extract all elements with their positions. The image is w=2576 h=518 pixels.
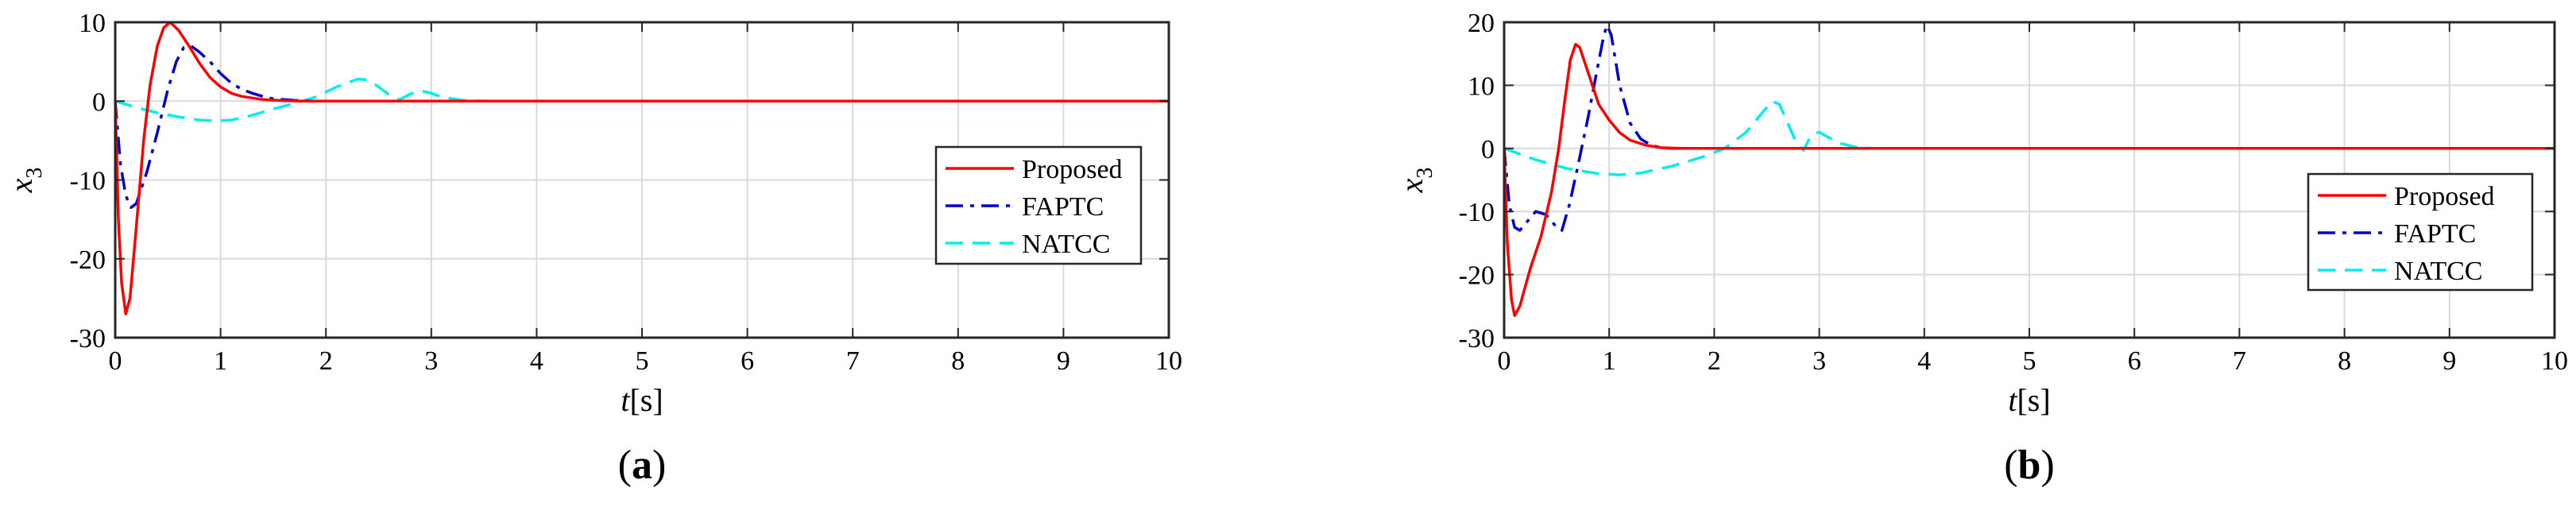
legend-item-proposed: Proposed [946, 155, 1123, 184]
x-tick-label: 5 [2023, 346, 2036, 376]
x-tick-label: 0 [1498, 346, 1511, 376]
y-tick-label: -10 [70, 167, 106, 196]
y-tick-label: -20 [70, 245, 106, 275]
legend-item-natcc: NATCC [2318, 257, 2482, 286]
x-tick-label: 10 [2541, 346, 2568, 376]
series-line-proposed [115, 22, 1169, 315]
y-tick-label: -20 [1459, 261, 1495, 291]
x-tick-label: 4 [530, 346, 543, 376]
x-tick-label: 3 [424, 346, 438, 376]
legend: Proposed FAPTC NATCC [2307, 172, 2534, 292]
x-tick-label: 7 [2233, 346, 2246, 376]
chart-panel-a: 0 1 2 3 4 5 6 7 8 9 10 -30 -20 -10 0 10 t[s] x3 Proposed FA… [3, 9, 1182, 488]
series-group [115, 22, 1169, 315]
x-tick-label: 6 [2128, 346, 2141, 376]
legend-item-faptc: FAPTC [946, 192, 1104, 222]
legend-item-natcc: NATCC [946, 230, 1110, 259]
x-tick-label: 3 [1812, 346, 1826, 376]
x-tick-label: 7 [846, 346, 860, 376]
x-tick-label: 4 [1917, 346, 1931, 376]
legend-label: NATCC [1022, 230, 1110, 259]
x-tick-label: 10 [1155, 346, 1182, 376]
x-tick-label: 5 [636, 346, 649, 376]
series-line-faptc [115, 44, 1169, 209]
x-axis-label: t[s] [621, 382, 663, 418]
x-tick-label: 2 [319, 346, 333, 376]
y-axis-label: x3 [1394, 168, 1437, 194]
panel-caption: (a) [618, 443, 667, 488]
y-tick-label: -10 [1459, 198, 1495, 227]
y-tick-label: 0 [1481, 135, 1495, 164]
chart-panel-b: 0 1 2 3 4 5 6 7 8 9 10 -30 -20 -10 0 10 20 t[s] x3 Proposed… [1394, 9, 2568, 488]
legend: Proposed FAPTC NATCC [934, 145, 1143, 265]
legend-item-faptc: FAPTC [2318, 219, 2476, 249]
series-group [1504, 24, 2555, 317]
x-axis: 0 1 2 3 4 5 6 7 8 9 10 [1498, 22, 2568, 376]
y-tick-label: 20 [1468, 9, 1495, 38]
x-tick-label: 1 [214, 346, 227, 376]
series-line-natcc [1504, 99, 2555, 176]
x-tick-label: 6 [741, 346, 754, 376]
x-tick-label: 9 [1057, 346, 1070, 376]
y-tick-label: 0 [92, 87, 106, 117]
panel-caption: (b) [2004, 443, 2055, 488]
legend-label: FAPTC [1022, 192, 1104, 222]
legend-label: Proposed [2394, 182, 2495, 211]
legend-label: NATCC [2394, 257, 2482, 286]
y-tick-label: 10 [79, 9, 106, 38]
series-line-proposed [1504, 43, 2555, 317]
x-axis: 0 1 2 3 4 5 6 7 8 9 10 [109, 22, 1182, 376]
x-tick-label: 1 [1603, 346, 1616, 376]
x-tick-label: 8 [951, 346, 965, 376]
y-tick-label: 10 [1468, 72, 1495, 101]
y-axis: -30 -20 -10 0 10 [70, 9, 1169, 354]
x-tick-label: 8 [2338, 346, 2351, 376]
x-axis-label: t[s] [2008, 382, 2050, 418]
legend-box [934, 145, 1143, 265]
x-tick-label: 2 [1708, 346, 1721, 376]
legend-label: FAPTC [2394, 219, 2476, 249]
x-tick-label: 9 [2443, 346, 2456, 376]
y-axis-label: x3 [3, 168, 47, 194]
legend-label: Proposed [1022, 155, 1123, 184]
y-tick-label: -30 [1459, 324, 1495, 354]
series-line-faptc [1504, 24, 2555, 232]
y-tick-label: -30 [70, 324, 106, 354]
y-axis: -30 -20 -10 0 10 20 [1459, 9, 2555, 354]
series-line-natcc [115, 77, 1169, 122]
x-tick-label: 0 [109, 346, 122, 376]
legend-item-proposed: Proposed [2318, 182, 2495, 211]
